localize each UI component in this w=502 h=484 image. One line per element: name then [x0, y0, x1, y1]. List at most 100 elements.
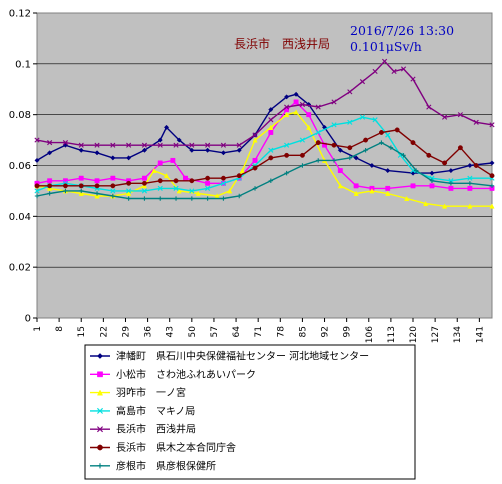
x-tick-label: 57: [210, 326, 220, 337]
data-point: [220, 150, 226, 156]
series-lines: [34, 58, 495, 209]
data-point: [94, 178, 100, 184]
x-tick-label: 78: [276, 326, 286, 338]
data-point: [170, 157, 176, 163]
data-point: [442, 160, 448, 166]
data-point: [34, 183, 40, 189]
data-point: [448, 168, 454, 174]
data-point: [220, 180, 227, 186]
data-point: [220, 142, 227, 148]
data-point: [284, 152, 290, 158]
data-point: [473, 163, 479, 168]
data-point: [359, 114, 366, 120]
data-point: [394, 127, 400, 133]
legend-label: 羽咋市 一ノ宮: [116, 386, 186, 399]
data-point: [353, 183, 359, 189]
data-point: [268, 178, 274, 183]
data-point: [385, 132, 391, 138]
legend-marker: [97, 353, 103, 359]
data-point: [347, 119, 353, 125]
data-point: [284, 94, 290, 100]
legend-label: 津幡町 県石川中央保健福祉センター 河北地域センター: [116, 350, 369, 363]
data-point: [78, 183, 84, 189]
data-point: [268, 130, 274, 135]
legend-label: 長浜市 西浅井局: [116, 423, 196, 436]
y-tick-label: 0: [25, 314, 31, 325]
x-axis-ticks: 1 8 15 22 29 36 43 50 57 64 71 78 85 92 99 106 113 120 127…: [33, 318, 485, 343]
data-point: [176, 137, 182, 143]
data-point: [78, 142, 84, 148]
data-point: [47, 150, 53, 156]
x-tick-label: 1: [33, 326, 43, 332]
data-point: [176, 188, 182, 194]
data-point: [316, 158, 321, 163]
data-point: [337, 183, 343, 189]
data-point: [34, 157, 40, 163]
data-point: [426, 152, 432, 158]
data-point: [413, 168, 419, 173]
data-point: [337, 147, 343, 153]
series-7: [34, 140, 495, 201]
data-point: [299, 152, 305, 158]
data-point: [448, 185, 454, 191]
legend-marker: [97, 426, 103, 433]
data-point: [205, 147, 211, 153]
data-point: [331, 158, 337, 163]
data-point: [158, 196, 163, 201]
data-point: [426, 104, 432, 110]
data-point: [47, 191, 52, 196]
data-point: [489, 122, 495, 128]
data-point: [94, 193, 100, 199]
data-point: [385, 168, 391, 174]
data-point: [442, 114, 448, 120]
data-point: [126, 188, 132, 194]
x-tick-label: 92: [321, 326, 331, 337]
data-point: [400, 66, 407, 72]
data-point: [284, 104, 290, 110]
data-point: [79, 188, 84, 194]
data-point: [205, 180, 211, 186]
legend-entry-1: 津幡町 県石川中央保健福祉センター 河北地域センター: [90, 350, 369, 363]
series-line: [37, 129, 493, 187]
y-tick-label: 0.06: [9, 161, 31, 172]
station-annotation: 長浜市 西浅井局: [234, 36, 330, 51]
data-point: [205, 185, 211, 191]
series-1: [34, 91, 495, 176]
data-point: [473, 119, 479, 125]
grid-lines: [37, 63, 492, 268]
data-point: [252, 165, 258, 171]
data-point: [429, 183, 435, 189]
y-tick-label: 0.02: [9, 263, 31, 274]
data-point: [331, 142, 337, 148]
data-point: [94, 142, 100, 148]
x-tick-label: 22: [99, 326, 109, 337]
data-point: [221, 196, 226, 201]
data-point: [126, 155, 132, 161]
data-point: [47, 185, 53, 191]
data-point: [173, 178, 179, 184]
data-point: [410, 76, 416, 82]
data-point: [47, 183, 53, 189]
data-point: [359, 79, 366, 85]
data-point: [205, 196, 210, 201]
x-tick-label: 141: [475, 326, 485, 343]
data-point: [110, 193, 116, 199]
x-tick-label: 113: [387, 326, 397, 343]
data-point: [173, 196, 179, 201]
data-point: [489, 160, 495, 166]
data-point: [293, 91, 299, 97]
data-point: [110, 142, 116, 148]
data-point: [189, 196, 195, 201]
data-point: [268, 117, 274, 123]
data-point: [141, 183, 148, 189]
y-tick-label: 0.04: [9, 212, 31, 223]
data-point: [157, 142, 163, 148]
legend-marker: [97, 407, 103, 414]
data-point: [205, 142, 211, 148]
y-tick-label: 0.12: [9, 9, 31, 20]
data-point: [423, 200, 429, 207]
data-point: [293, 109, 299, 115]
data-point: [429, 170, 435, 176]
x-tick-label: 99: [343, 326, 353, 338]
